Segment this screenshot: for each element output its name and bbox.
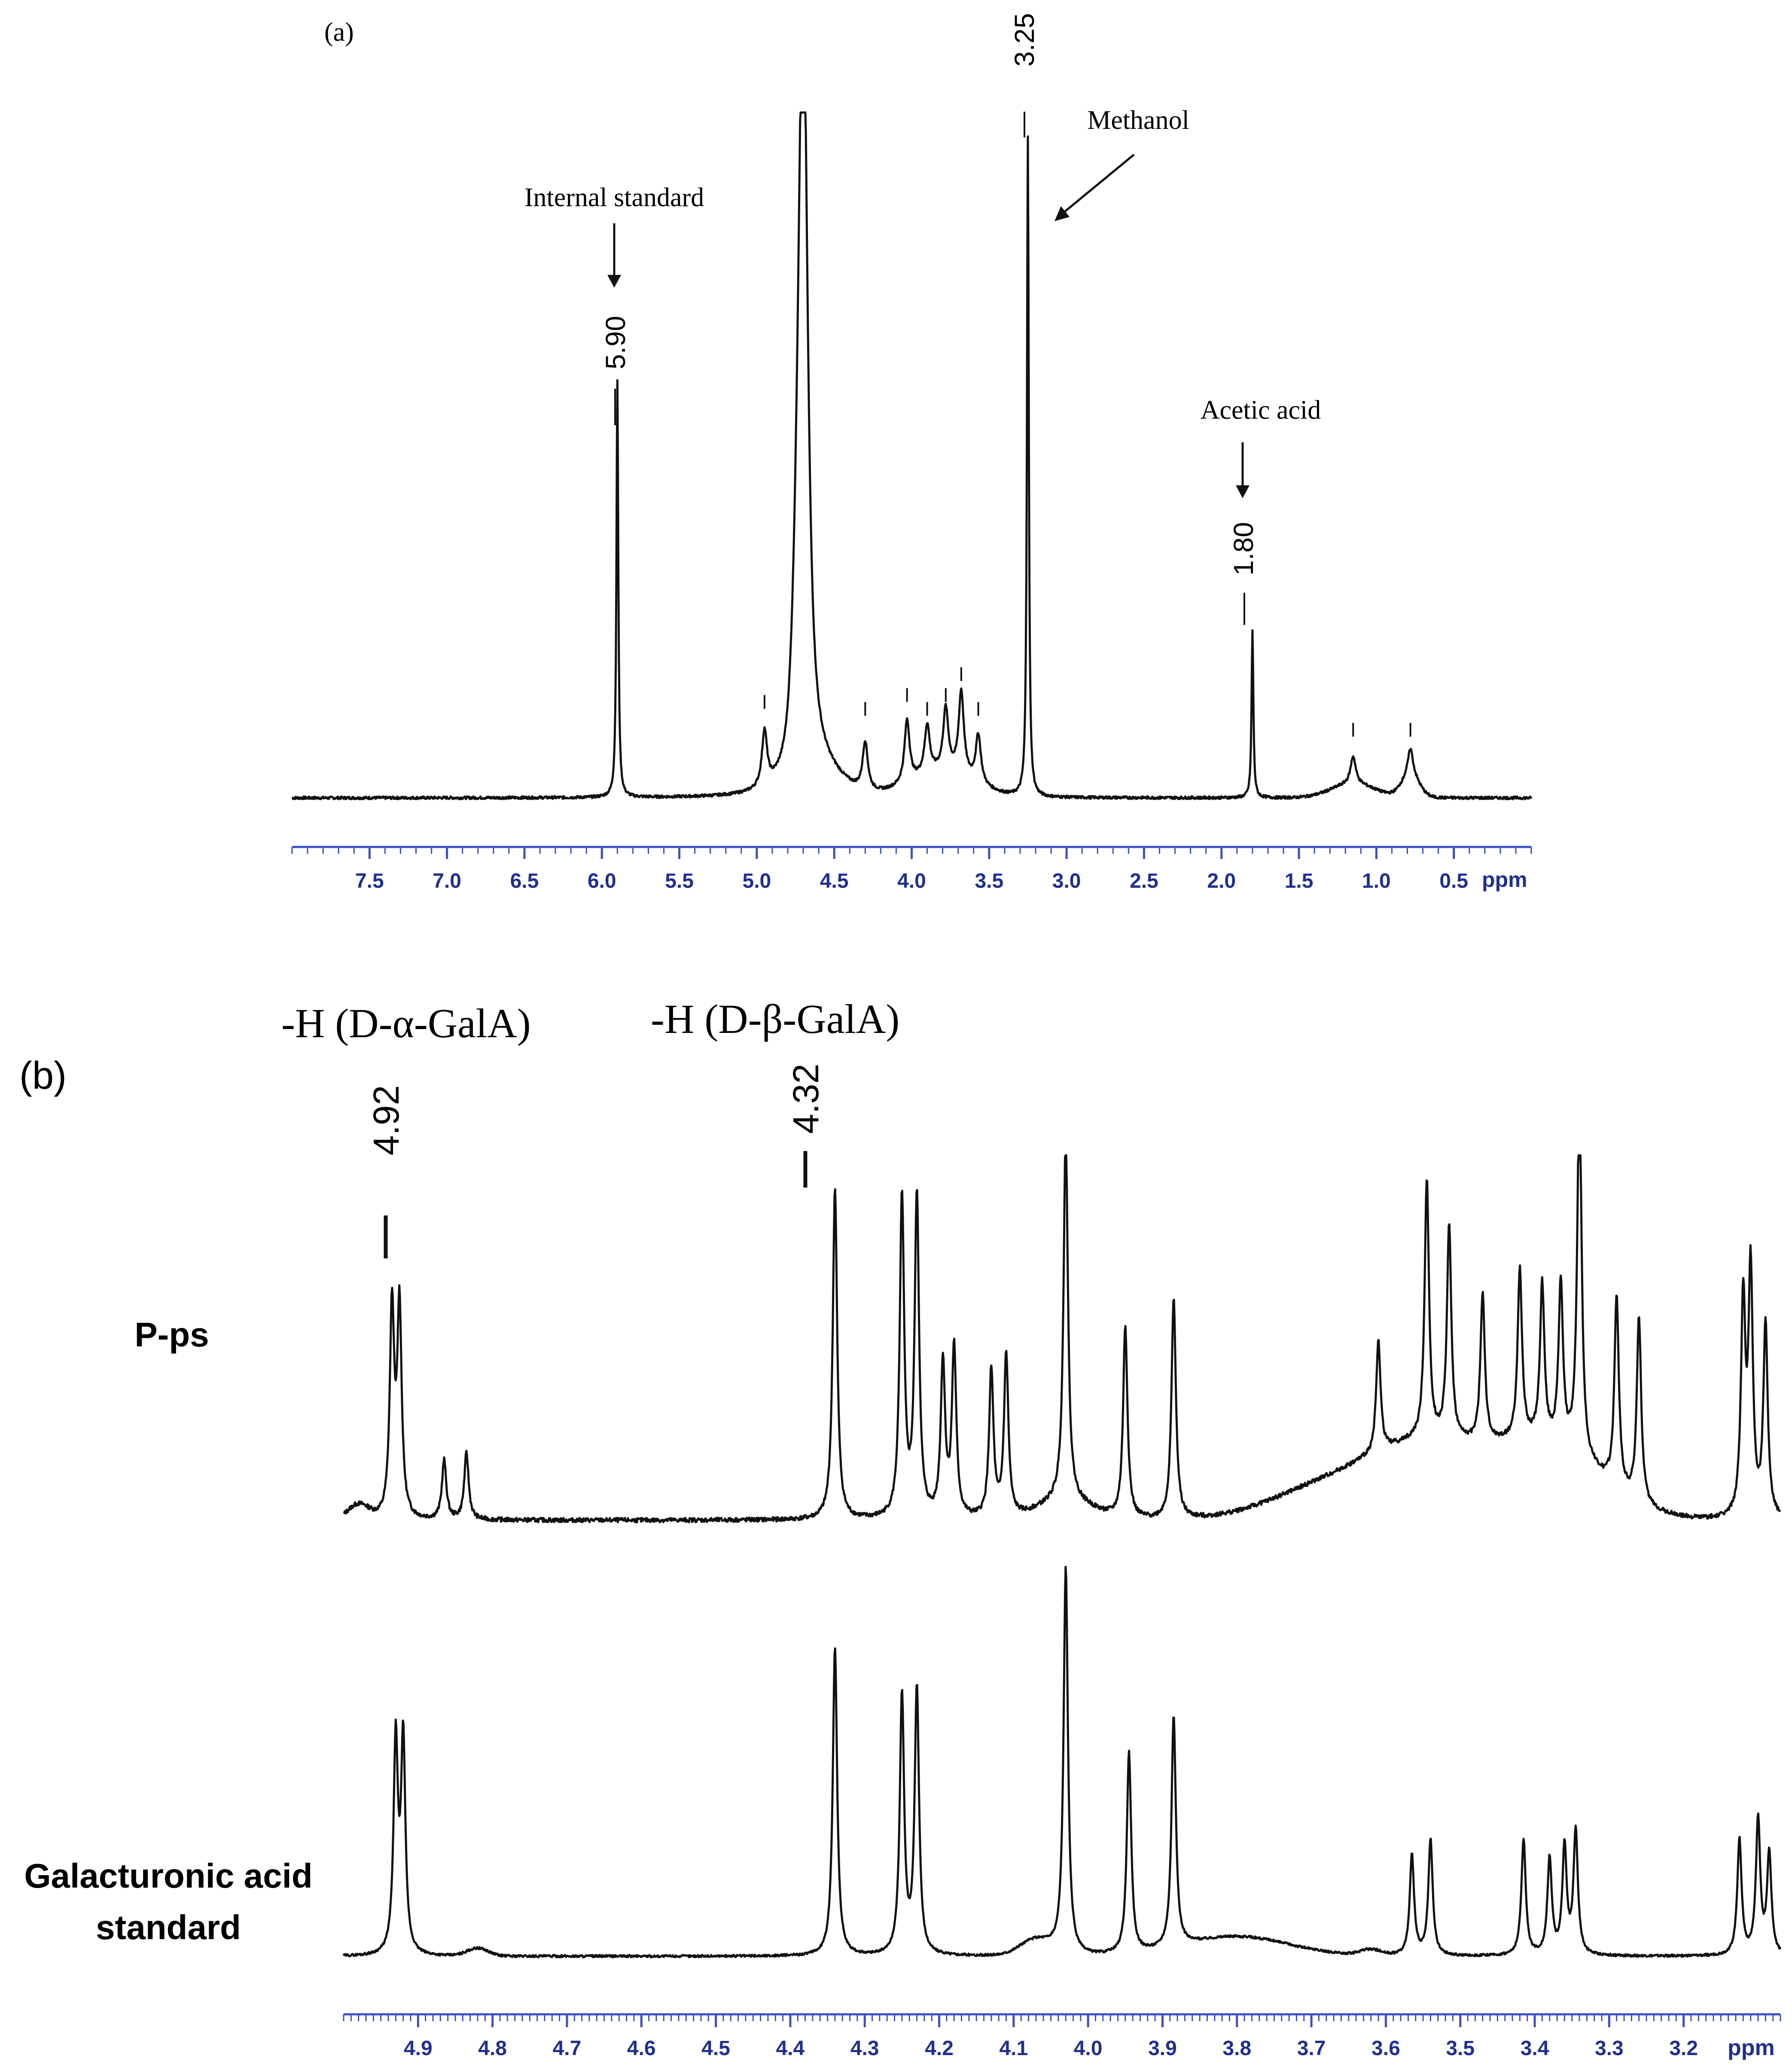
tick-label: 0.5 [1439,870,1468,892]
tick-label: 3.0 [1052,870,1081,892]
trace-label-standard-1: Galacturonic acid [24,1857,312,1895]
x-axis-a: 7.5 7.0 6.5 6.0 5.5 5.0 4.5 4.0 3.5 3.0 2.5 2.0 1.5 1… [291,846,1532,892]
trace-label-standard-2: standard [96,1908,241,1946]
x-axis-b: 4.9 4.8 4.7 4.6 4.5 4.4 4.3 4.2 4.1 4.0 3.9 3.8 3.7 3… [343,2013,1781,2060]
methanol-arrowhead [1054,206,1070,221]
acetic-acid-label: Acetic acid [1201,396,1321,425]
tick-label: 3.6 [1371,2037,1400,2060]
tick-label: 5.0 [743,870,771,892]
tick-label: 4.3 [850,2037,879,2060]
axis-b-unit: ppm [1728,2035,1775,2060]
tick-label: 1.0 [1362,870,1391,892]
panel-b-label: (b) [19,1054,67,1097]
tick-label: 7.0 [433,870,461,892]
tick-label: 3.4 [1521,2037,1549,2060]
tick-label: 3.5 [1446,2037,1475,2060]
tick-label: 4.8 [478,2037,507,2060]
tick-label: 1.5 [1285,870,1314,892]
tick-label: 2.5 [1130,870,1158,892]
panel-b: (b) -H (D-α-GalA) -H (D-β-GalA) 4.92 4.3… [19,996,1782,2060]
tick-label: 3.3 [1595,2037,1624,2060]
tick-label: 4.7 [553,2037,582,2060]
peak-label-5-90: 5.90 [600,316,631,369]
peak-label-4-32: 4.32 [786,1064,826,1134]
spectrum-pps-trace [343,1154,1781,1523]
tick-label: 3.9 [1148,2037,1177,2060]
beta-galA-label: -H (D-β-GalA) [651,996,899,1042]
peak-label-1-80: 1.80 [1228,522,1259,576]
tick-label: 3.8 [1222,2037,1251,2060]
tick-label: 6.0 [588,870,616,892]
tick-label: 4.0 [1074,2037,1103,2060]
methanol-arrow [1060,154,1135,216]
internal-standard-label: Internal standard [524,183,704,212]
tick-label: 3.7 [1297,2037,1326,2060]
spectrum-a-trace [291,111,1533,801]
tick-label: 4.9 [404,2037,433,2060]
tick-label: 6.5 [510,870,539,892]
panel-a: (a) Internal standard 5.90 3.25 Methanol… [291,13,1533,892]
trace-label-pps: P-ps [134,1316,209,1354]
alpha-galA-label: -H (D-α-GalA) [281,1000,531,1046]
tick-label: 4.6 [627,2037,656,2060]
panel-a-label: (a) [324,18,354,47]
axis-a-unit: ppm [1482,868,1527,892]
peak-label-4-92: 4.92 [366,1085,406,1156]
tick-label: 4.1 [999,2037,1028,2060]
peak-label-3-25: 3.25 [1009,13,1040,67]
tick-label: 3.5 [975,870,1003,892]
tick-label: 4.0 [897,870,926,892]
internal-standard-arrowhead [607,275,621,288]
tick-label: 4.5 [701,2037,730,2060]
methanol-label: Methanol [1087,106,1189,135]
tick-label: 5.5 [665,870,694,892]
spectrum-galacturonic-standard-trace [342,1565,1782,1958]
tick-label: 4.2 [925,2037,954,2060]
tick-label: 2.0 [1207,870,1236,892]
tick-label: 3.2 [1669,2037,1698,2060]
tick-label: 4.4 [776,2037,805,2060]
acetic-acid-arrowhead [1236,485,1250,498]
tick-label: 4.5 [820,870,849,892]
tick-label: 7.5 [355,870,384,892]
peak-markers-a [763,667,1411,737]
